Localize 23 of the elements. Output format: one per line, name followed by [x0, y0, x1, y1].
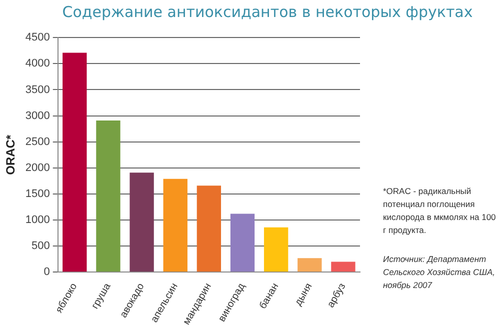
y-axis-title: ORAC* [4, 134, 18, 175]
y-tick-label: 4500 [25, 32, 50, 44]
bar [298, 258, 322, 272]
bar [196, 186, 222, 272]
y-tick-label: 2000 [25, 162, 50, 174]
chart-title: Содержание антиоксидантов в некоторых фруктах [61, 3, 474, 21]
y-tick-label: 0 [44, 266, 50, 278]
y-tick-label: 3000 [25, 110, 50, 122]
bar [230, 214, 255, 272]
y-tick-label: 3500 [25, 84, 50, 96]
bar [331, 262, 356, 272]
y-tick-label: 500 [32, 240, 50, 252]
y-tick-label: 2500 [25, 136, 50, 148]
y-tick-label: 1500 [25, 188, 50, 200]
bar [62, 52, 87, 272]
text: *ORAC - радикальный потенциал поглощения кислорода в мкмолях на 100 г продукта. [383, 185, 497, 237]
bar [96, 120, 120, 272]
bar [163, 178, 188, 272]
bar [130, 172, 154, 272]
text: Источник: Департамент Сельского Хозяйства США, ноябрь 2007 [383, 253, 496, 292]
y-tick-label: 4000 [25, 58, 50, 70]
y-tick-label: 1000 [25, 214, 50, 226]
bar [264, 227, 288, 272]
